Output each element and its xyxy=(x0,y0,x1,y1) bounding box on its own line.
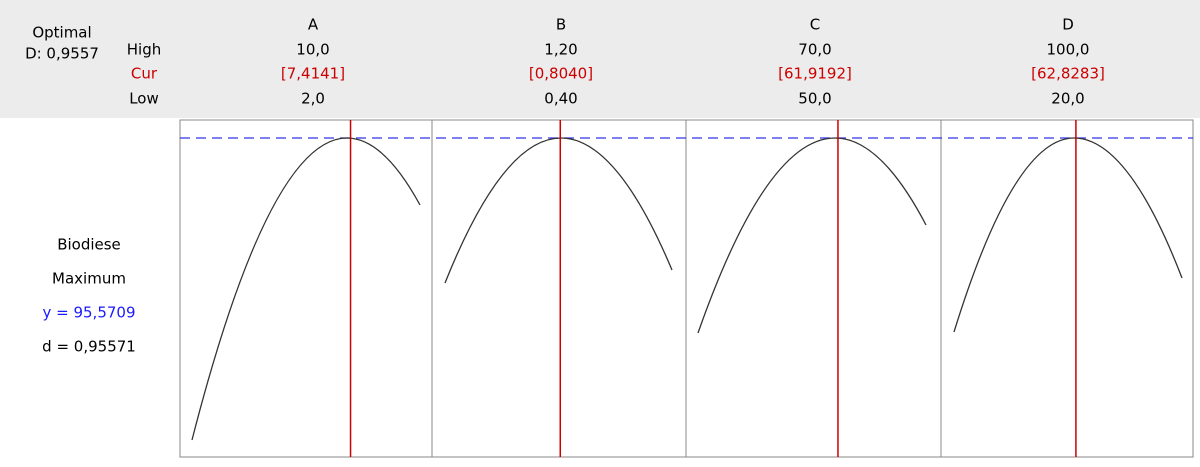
response-y: y = 95,5709 xyxy=(42,304,135,322)
composite-d: D: 0,9557 xyxy=(25,45,99,63)
factor-cur: [0,8040] xyxy=(529,65,593,83)
factor-name: D xyxy=(1062,16,1074,34)
factor-low: 50,0 xyxy=(798,90,831,108)
response-name: Biodiese xyxy=(57,236,121,254)
response-curve xyxy=(697,137,927,334)
factor-low: 20,0 xyxy=(1051,90,1084,108)
high-label: High xyxy=(127,41,161,59)
response-curve xyxy=(191,137,421,441)
factor-cur: [62,8283] xyxy=(1031,65,1105,83)
factor-high: 1,20 xyxy=(544,41,577,59)
response-d: d = 0,95571 xyxy=(42,338,136,356)
cur-label: Cur xyxy=(131,65,158,83)
response-goal: Maximum xyxy=(52,270,126,288)
factor-low: 2,0 xyxy=(301,90,325,108)
factor-name: C xyxy=(810,16,820,34)
factor-high: 10,0 xyxy=(296,41,329,59)
factor-high: 70,0 xyxy=(798,41,831,59)
factor-name: B xyxy=(556,16,566,34)
panels xyxy=(179,119,1194,458)
factor-name: A xyxy=(308,16,319,34)
response-curve xyxy=(953,137,1183,333)
optimal-label: Optimal xyxy=(32,24,91,42)
factor-low: 0,40 xyxy=(544,90,577,108)
factor-cur: [7,4141] xyxy=(281,65,345,83)
factor-high: 100,0 xyxy=(1047,41,1090,59)
header-band xyxy=(0,0,1200,118)
factor-cur: [61,9192] xyxy=(778,65,852,83)
low-label: Low xyxy=(129,90,159,108)
